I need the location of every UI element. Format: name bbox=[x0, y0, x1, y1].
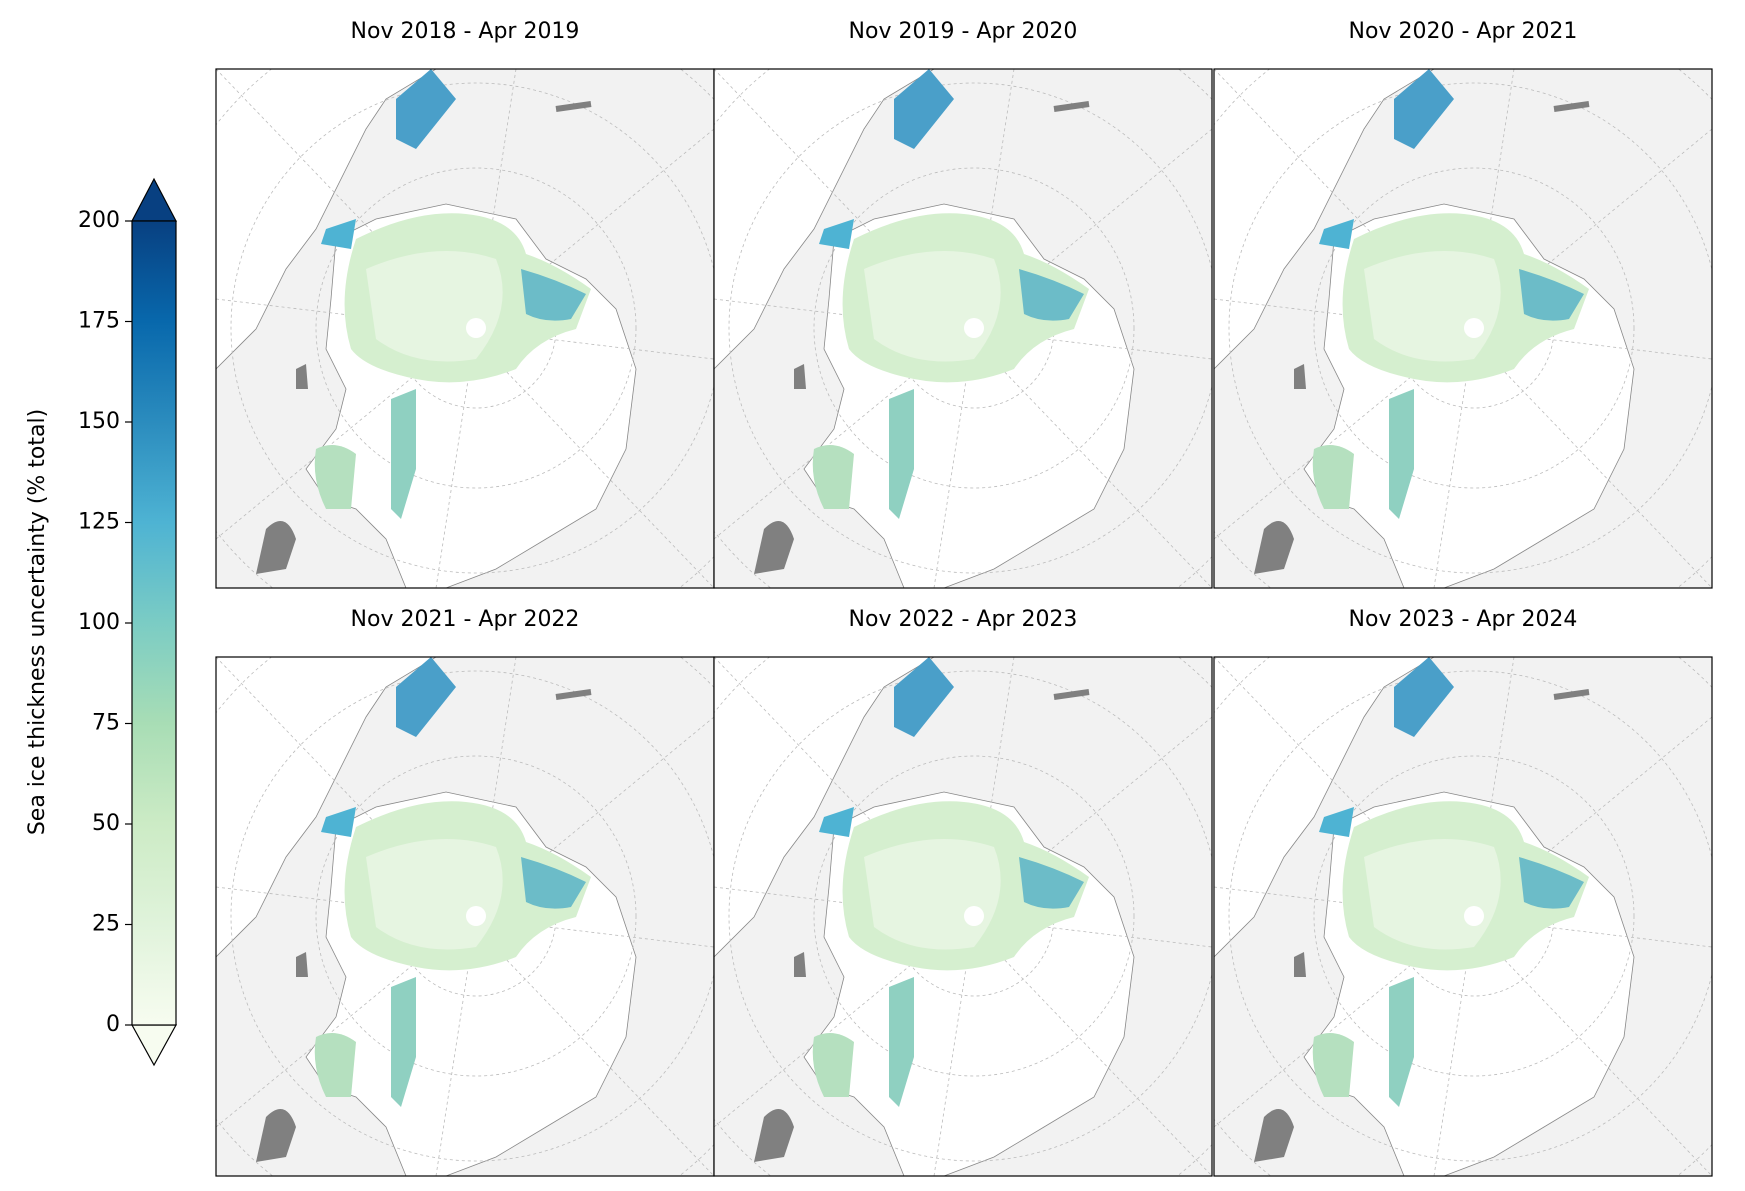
map-panel: Nov 2022 - Apr 2023 bbox=[644, 586, 1304, 1191]
map-frame bbox=[1213, 656, 1713, 1177]
panel-title: Nov 2023 - Apr 2024 bbox=[1349, 607, 1578, 632]
map bbox=[644, 0, 1304, 658]
map-panel: Nov 2020 - Apr 2021 bbox=[1144, 0, 1745, 658]
colorbar-tick-label: 125 bbox=[78, 510, 120, 535]
map bbox=[1144, 0, 1745, 658]
colorbar-tick-label: 175 bbox=[78, 309, 120, 334]
colorbar-arrow-top bbox=[131, 177, 177, 222]
map-panel: Nov 2019 - Apr 2020 bbox=[644, 0, 1304, 658]
map-frame bbox=[1213, 68, 1713, 589]
colorbar-arrow-bottom bbox=[130, 1024, 178, 1067]
map-frame bbox=[713, 656, 1213, 1177]
panel-title: Nov 2019 - Apr 2020 bbox=[849, 19, 1078, 44]
map-panel: Nov 2023 - Apr 2024 bbox=[1144, 586, 1745, 1191]
panel-title: Nov 2022 - Apr 2023 bbox=[849, 607, 1078, 632]
map-frame bbox=[713, 68, 1213, 589]
map-panel: Nov 2021 - Apr 2022 bbox=[146, 586, 806, 1191]
panels: Nov 2018 - Apr 2019 Nov 2019 - Apr 2020 No… bbox=[146, 0, 1745, 1191]
map-panel: Nov 2018 - Apr 2019 bbox=[146, 0, 806, 658]
colorbar-tick-label: 150 bbox=[78, 409, 120, 434]
colorbar: Sea ice thickness uncertainty (% total) … bbox=[25, 177, 178, 1067]
map bbox=[644, 586, 1304, 1191]
map bbox=[146, 586, 806, 1191]
panel-title: Nov 2018 - Apr 2019 bbox=[351, 19, 580, 44]
map bbox=[146, 0, 806, 658]
panel-title: Nov 2021 - Apr 2022 bbox=[351, 607, 580, 632]
colorbar-gradient bbox=[131, 220, 177, 1026]
colorbar-tick-label: 200 bbox=[78, 208, 120, 233]
colorbar-tick-label: 75 bbox=[92, 711, 120, 736]
colorbar-tick-label: 25 bbox=[92, 912, 120, 937]
colorbar-tick-label: 100 bbox=[78, 610, 120, 635]
map bbox=[1144, 586, 1745, 1191]
colorbar-tick-label: 0 bbox=[106, 1012, 120, 1037]
colorbar-label: Sea ice thickness uncertainty (% total) bbox=[25, 409, 50, 835]
colorbar-tick-label: 50 bbox=[92, 811, 120, 836]
panel-title: Nov 2020 - Apr 2021 bbox=[1349, 19, 1578, 44]
